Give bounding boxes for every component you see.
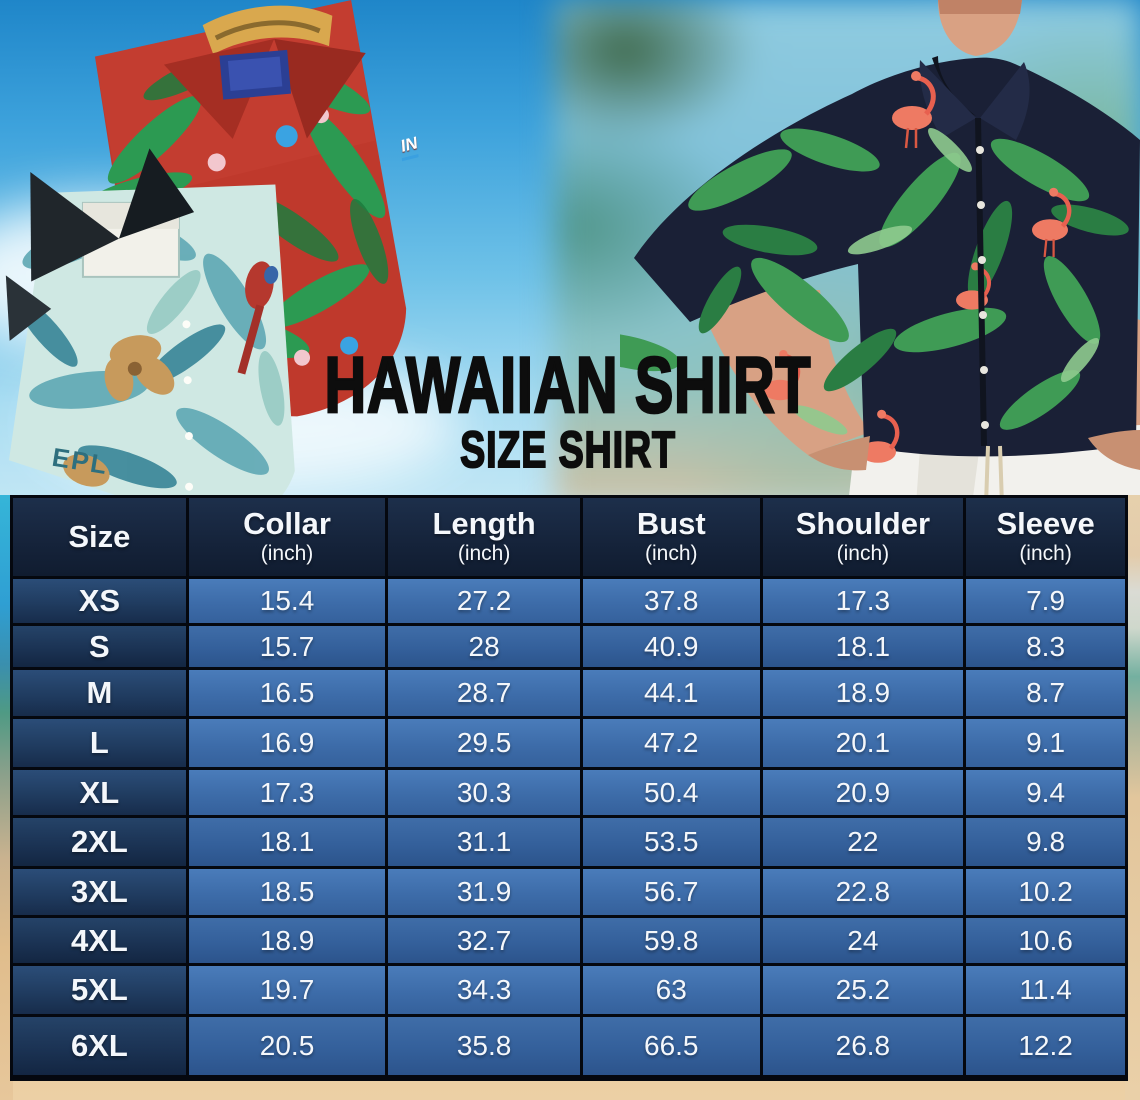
table-row-2xl: 2XL 18.1 31.1 53.5 22 9.8 [13, 818, 1125, 866]
header-cell-length: Length (inch) [388, 498, 580, 576]
value-cell: 18.1 [762, 626, 964, 667]
value-cell: 18.9 [762, 670, 964, 716]
header-cell-bust: Bust (inch) [582, 498, 760, 576]
value-cell: 20.9 [762, 770, 964, 815]
value-cell: 29.5 [388, 719, 580, 767]
size-table: Size Collar (inch) Length (inch) Bust (inch… [10, 495, 1128, 1081]
value-cell: 34.3 [388, 966, 580, 1014]
size-cell: S [13, 626, 186, 667]
value-cell: 17.3 [188, 770, 386, 815]
value-cell: 35.8 [388, 1017, 580, 1075]
title-block: HAWAIIAN SHIRT SIZE SHIRT [271, 341, 864, 476]
value-cell: 9.1 [966, 719, 1125, 767]
value-cell: 32.7 [388, 918, 580, 963]
value-cell: 24 [762, 918, 964, 963]
table-row-5xl: 5XL 19.7 34.3 63 25.2 11.4 [13, 966, 1125, 1014]
left-edge-strip [0, 495, 13, 1100]
value-cell: 37.8 [582, 579, 760, 623]
value-cell: 22 [762, 818, 964, 866]
value-cell: 63 [582, 966, 760, 1014]
size-cell: 5XL [13, 966, 186, 1014]
value-cell: 31.9 [388, 869, 580, 915]
value-cell: 59.8 [582, 918, 760, 963]
model-photo [620, 0, 1140, 505]
value-cell: 18.1 [188, 818, 386, 866]
table-row-4xl: 4XL 18.9 32.7 59.8 24 10.6 [13, 918, 1125, 963]
value-cell: 7.9 [966, 579, 1125, 623]
value-cell: 20.5 [188, 1017, 386, 1075]
header-cell-shoulder: Shoulder (inch) [762, 498, 964, 576]
red-shirt-logo-text: IN [400, 132, 419, 162]
page-title: HAWAIIAN SHIRT [324, 341, 812, 429]
value-cell: 17.3 [762, 579, 964, 623]
value-cell: 53.5 [582, 818, 760, 866]
value-cell: 27.2 [388, 579, 580, 623]
value-cell: 26.8 [762, 1017, 964, 1075]
table-row-xl: XL 17.3 30.3 50.4 20.9 9.4 [13, 770, 1125, 815]
value-cell: 9.8 [966, 818, 1125, 866]
size-cell: XS [13, 579, 186, 623]
header-cell-collar: Collar (inch) [188, 498, 386, 576]
value-cell: 18.5 [188, 869, 386, 915]
table-row-xs: XS 15.4 27.2 37.8 17.3 7.9 [13, 579, 1125, 623]
size-cell: 2XL [13, 818, 186, 866]
size-cell: M [13, 670, 186, 716]
size-cell: L [13, 719, 186, 767]
value-cell: 8.7 [966, 670, 1125, 716]
table-row-6xl: 6XL 20.5 35.8 66.5 26.8 12.2 [13, 1017, 1125, 1075]
value-cell: 40.9 [582, 626, 760, 667]
value-cell: 12.2 [966, 1017, 1125, 1075]
value-cell: 15.7 [188, 626, 386, 667]
size-cell: 4XL [13, 918, 186, 963]
value-cell: 10.6 [966, 918, 1125, 963]
value-cell: 25.2 [762, 966, 964, 1014]
size-cell: XL [13, 770, 186, 815]
size-cell: 3XL [13, 869, 186, 915]
value-cell: 10.2 [966, 869, 1125, 915]
header-cell-size: Size [13, 498, 186, 576]
header-cell-sleeve: Sleeve (inch) [966, 498, 1125, 576]
value-cell: 28 [388, 626, 580, 667]
teal-folded-shirt-photo [0, 126, 355, 550]
value-cell: 22.8 [762, 869, 964, 915]
value-cell: 16.5 [188, 670, 386, 716]
value-cell: 66.5 [582, 1017, 760, 1075]
value-cell: 11.4 [966, 966, 1125, 1014]
value-cell: 50.4 [582, 770, 760, 815]
value-cell: 9.4 [966, 770, 1125, 815]
table-row-m: M 16.5 28.7 44.1 18.9 8.7 [13, 670, 1125, 716]
size-cell: 6XL [13, 1017, 186, 1075]
value-cell: 20.1 [762, 719, 964, 767]
value-cell: 56.7 [582, 869, 760, 915]
value-cell: 31.1 [388, 818, 580, 866]
value-cell: 28.7 [388, 670, 580, 716]
table-row-s: S 15.7 28 40.9 18.1 8.3 [13, 626, 1125, 667]
value-cell: 15.4 [188, 579, 386, 623]
value-cell: 19.7 [188, 966, 386, 1014]
page-subtitle: SIZE SHIRT [459, 420, 676, 478]
value-cell: 44.1 [582, 670, 760, 716]
value-cell: 47.2 [582, 719, 760, 767]
table-row-l: L 16.9 29.5 47.2 20.1 9.1 [13, 719, 1125, 767]
value-cell: 30.3 [388, 770, 580, 815]
right-edge-strip [1125, 495, 1140, 1100]
value-cell: 16.9 [188, 719, 386, 767]
value-cell: 18.9 [188, 918, 386, 963]
table-row-3xl: 3XL 18.5 31.9 56.7 22.8 10.2 [13, 869, 1125, 915]
table-header-row: Size Collar (inch) Length (inch) Bust (inch… [13, 498, 1125, 576]
value-cell: 8.3 [966, 626, 1125, 667]
